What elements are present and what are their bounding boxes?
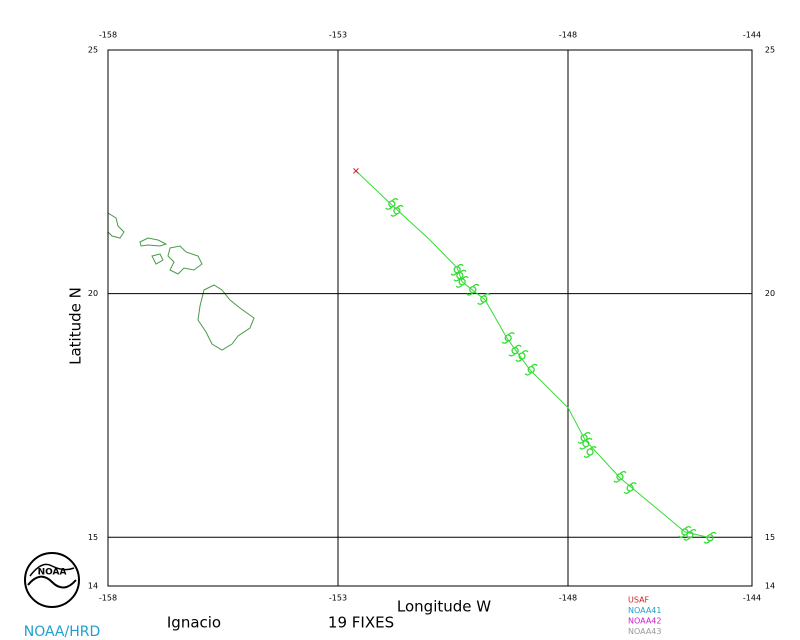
- plot-frame: [107, 49, 753, 587]
- fix-symbol: [455, 276, 469, 288]
- fix-symbol: [453, 269, 467, 282]
- y-tick-label: 14: [765, 582, 775, 591]
- fix-symbol: [390, 204, 404, 217]
- x-tick-label: -148: [559, 594, 577, 603]
- x-axis-label: Longitude W: [397, 598, 491, 616]
- y-axis-label: Latitude N: [67, 287, 85, 365]
- x-tick-label: -158: [99, 31, 117, 40]
- x-tick-label: -153: [329, 594, 347, 603]
- x-tick-label: -158: [99, 594, 117, 603]
- fix-symbol: [703, 531, 717, 544]
- track-line: [355, 170, 711, 539]
- y-tick-label: 25: [765, 46, 775, 55]
- fix-symbol: [524, 363, 538, 376]
- x-tick-label: -153: [329, 31, 347, 40]
- y-tick-label: 20: [88, 289, 98, 298]
- x-tick-label: -144: [743, 594, 761, 603]
- fix-symbol: [385, 198, 399, 210]
- fix-symbol: [450, 263, 464, 276]
- logo-text: NOAA: [38, 568, 67, 578]
- y-tick-label: 20: [765, 289, 775, 298]
- fix-symbol: [477, 293, 491, 305]
- credit: NOAA/HRD: [24, 624, 101, 640]
- legend-entry: USAF: [628, 596, 650, 605]
- fix-symbol: [623, 482, 637, 494]
- fix-symbol: [683, 528, 697, 541]
- coastline: [107, 212, 255, 351]
- fix-symbol: [501, 332, 515, 344]
- legend-entry: NOAA42: [628, 617, 662, 626]
- noaa-logo: NOAA: [24, 552, 80, 608]
- fixes-label: 19 FIXES: [328, 614, 394, 632]
- y-tick-label: 15: [88, 533, 98, 542]
- track-start: [353, 167, 359, 174]
- y-tick-label: 14: [88, 582, 98, 591]
- fix-symbol: [579, 437, 593, 450]
- storm-name: Ignacio: [167, 614, 221, 632]
- fix-symbol: [508, 344, 522, 357]
- y-tick-label: 15: [765, 533, 775, 542]
- fix-symbol: [515, 350, 529, 362]
- fix-symbol: [583, 446, 597, 458]
- fix-symbol: [613, 470, 627, 483]
- x-tick-label: -144: [743, 31, 761, 40]
- x-tick-label: -148: [559, 31, 577, 40]
- legend-entry: NOAA43: [628, 627, 662, 636]
- fix-symbol: [466, 283, 480, 296]
- y-tick-label: 25: [88, 46, 98, 55]
- legend-entry: NOAA41: [628, 606, 662, 615]
